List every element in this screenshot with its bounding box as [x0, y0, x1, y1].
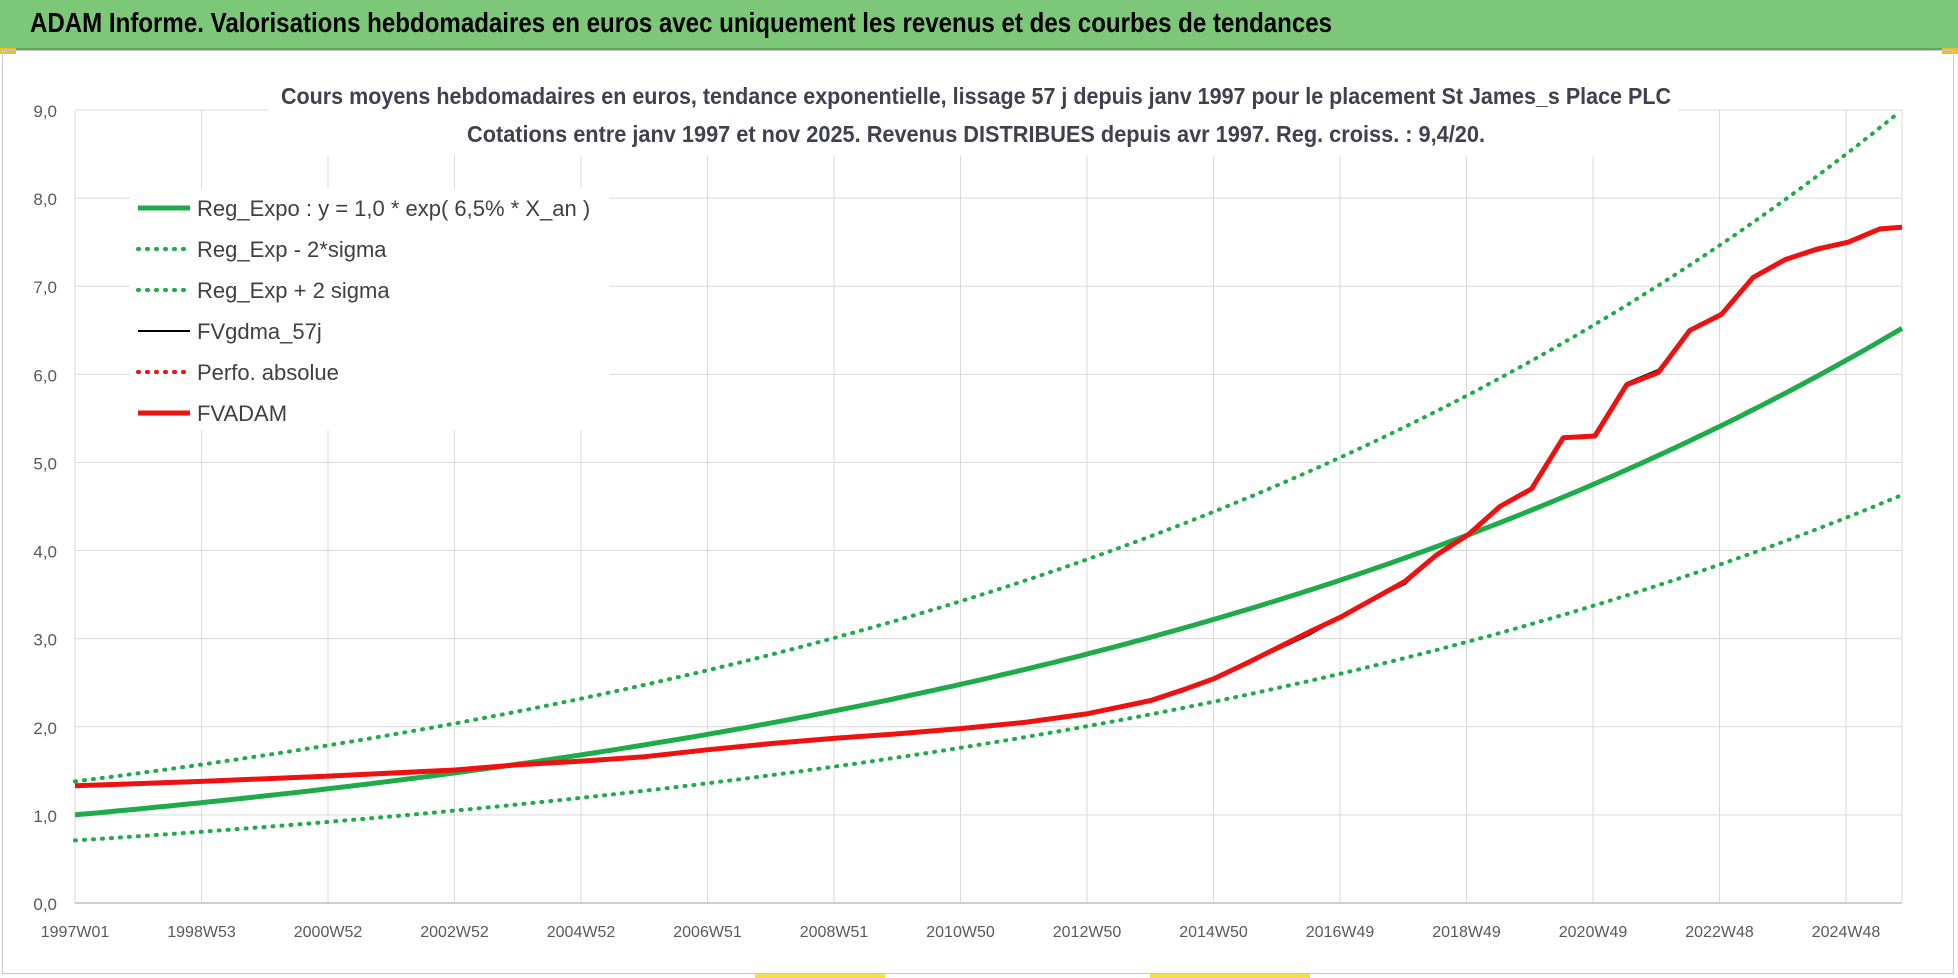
x-tick-label: 2006W51 [673, 924, 742, 941]
y-tick-label: 4,0 [33, 543, 57, 562]
y-tick-label: 2,0 [33, 719, 57, 738]
y-tick-label: 8,0 [33, 190, 57, 209]
series-layer [73, 112, 1904, 843]
x-tick-label: 2000W52 [294, 924, 363, 941]
chart-title-line2: Cotations entre janv 1997 et nov 2025. R… [467, 121, 1485, 147]
bottom-accent-right [1150, 974, 1310, 978]
corner-mark-left [0, 48, 16, 54]
y-tick-label: 1,0 [33, 807, 57, 826]
x-tick-label: 2012W50 [1053, 924, 1122, 941]
chart-title-line1: Cours moyens hebdomadaires en euros, ten… [281, 83, 1671, 109]
x-tick-label: 1998W53 [167, 924, 236, 941]
y-tick-label: 5,0 [33, 454, 57, 473]
chart-frame [2, 50, 1954, 974]
y-tick-label: 0,0 [33, 895, 57, 914]
legend-label: Reg_Expo : y = 1,0 * exp( 6,5% * X_an ) [197, 196, 590, 221]
series-line-2 [73, 112, 1898, 784]
y-tick-label: 9,0 [33, 102, 57, 121]
corner-mark-right [1942, 48, 1958, 54]
x-tick-label: 2016W49 [1306, 924, 1375, 941]
legend: Reg_Expo : y = 1,0 * exp( 6,5% * X_an ) R… [136, 196, 590, 426]
x-tick-label: 2022W48 [1685, 924, 1754, 941]
legend-background [130, 188, 610, 430]
y-tick-label: 3,0 [33, 631, 57, 650]
x-tick-label: 2014W50 [1179, 924, 1248, 941]
x-tick-label: 2024W48 [1812, 924, 1881, 941]
y-tick-label: 7,0 [33, 278, 57, 297]
series-line-5 [74, 224, 1903, 789]
x-tick-label: 2020W49 [1559, 924, 1628, 941]
series-line-0 [74, 326, 1904, 818]
x-tick-label: 2018W49 [1432, 924, 1501, 941]
report-title: ADAM Informe. Valorisations hebdomadaire… [30, 7, 1333, 38]
x-tick-label: 2008W51 [800, 924, 869, 941]
x-tick-label: 1997W01 [41, 924, 110, 941]
title-background [268, 74, 1678, 156]
x-axis-ticks: 1997W01 1998W53 2000W52 2002W52 2004W52 2006W… [41, 924, 1881, 941]
series-line-1 [73, 493, 1904, 843]
legend-label: Perfo. absolue [197, 360, 339, 385]
report-header: ADAM Informe. Valorisations hebdomadaire… [0, 0, 1958, 50]
x-tick-label: 2004W52 [547, 924, 616, 941]
y-axis-ticks: 0,0 1,0 2,0 3,0 4,0 5,0 6,0 7,0 8,0 9,0 [33, 102, 57, 914]
bottom-accent-left [755, 974, 885, 978]
legend-label: Reg_Exp + 2 sigma [197, 278, 390, 303]
y-tick-label: 6,0 [33, 366, 57, 385]
legend-label: Reg_Exp - 2*sigma [197, 237, 387, 262]
legend-label: FVADAM [197, 401, 287, 426]
legend-label: FVgdma_57j [197, 319, 322, 344]
x-tick-label: 2002W52 [420, 924, 489, 941]
x-tick-label: 2010W50 [926, 924, 995, 941]
